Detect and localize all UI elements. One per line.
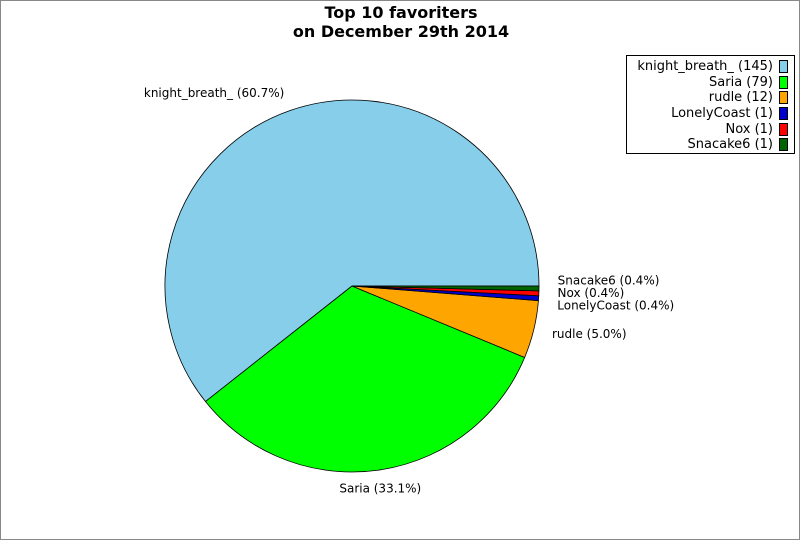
legend-label: rudle (12)	[708, 90, 773, 106]
slice-label: rudle (5.0%)	[552, 327, 627, 341]
legend-swatch	[779, 107, 788, 121]
pie-slice-snacake6	[351, 285, 540, 292]
legend-label: Saria (79)	[709, 74, 773, 90]
legend-item: knight_breath_ (145)	[631, 59, 788, 75]
slice-label: knight_breath_ (60.7%)	[144, 86, 284, 100]
legend-swatch	[779, 138, 788, 152]
legend-item: Nox (1)	[631, 121, 788, 137]
chart-legend: knight_breath_ (145) Saria (79) rudle (12)…	[626, 55, 795, 154]
pie-slice-saria	[204, 285, 526, 473]
legend-item: LonelyCoast (1)	[631, 106, 788, 122]
slice-label: Saria (33.1%)	[339, 482, 421, 496]
legend-item: Snacake6 (1)	[631, 137, 788, 153]
legend-label: Snacake6 (1)	[687, 137, 773, 153]
slice-label: Nox (0.4%)	[558, 286, 625, 300]
slice-label: Snacake6 (0.4%)	[558, 274, 660, 288]
chart-title: Top 10 favoriters on December 29th 2014	[1, 3, 800, 41]
legend-swatch	[779, 60, 788, 74]
legend-item: Saria (79)	[631, 75, 788, 91]
chart-title-line: Top 10 favoriters	[324, 3, 478, 22]
slice-label: LonelyCoast (0.4%)	[557, 298, 674, 312]
legend-label: knight_breath_ (145)	[637, 59, 773, 75]
legend-swatch	[779, 122, 788, 136]
legend-item: rudle (12)	[631, 90, 788, 106]
chart-subtitle-line: on December 29th 2014	[292, 22, 510, 41]
legend-label: Nox (1)	[725, 121, 773, 137]
legend-swatch	[779, 91, 788, 105]
legend-swatch	[779, 75, 788, 89]
pie-slice-knight-breath	[164, 99, 540, 403]
legend-label: LonelyCoast (1)	[671, 106, 773, 122]
